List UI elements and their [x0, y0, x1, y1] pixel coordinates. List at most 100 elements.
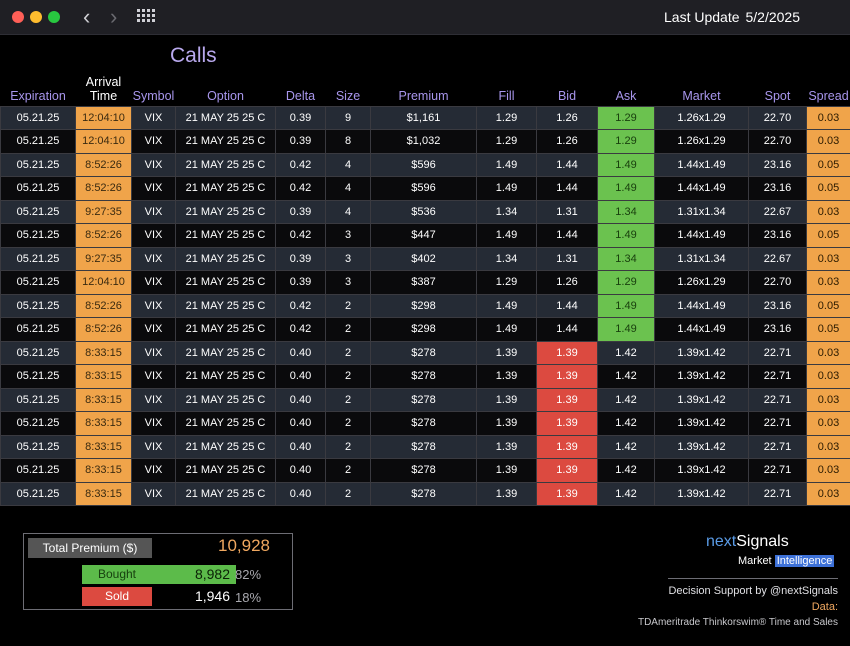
cell-time: 9:27:35 — [75, 246, 132, 271]
cell-bid: 1.44 — [536, 223, 598, 248]
cell-ask: 1.42 — [597, 434, 655, 459]
table-row[interactable]: 05.21.25 9:27:35 VIX 21 MAY 25 25 C 0.39 4 $53… — [0, 199, 850, 224]
cell-delta: 0.39 — [275, 105, 326, 130]
cell-opt: 21 MAY 25 25 C — [175, 411, 276, 436]
table-row[interactable]: 05.21.25 8:33:15 VIX 21 MAY 25 25 C 0.40 2 $27… — [0, 481, 850, 506]
col-ask[interactable]: Ask — [615, 88, 637, 103]
table-row[interactable]: 05.21.25 8:33:15 VIX 21 MAY 25 25 C 0.40 2 $27… — [0, 411, 850, 436]
table-row[interactable]: 05.21.25 8:52:26 VIX 21 MAY 25 25 C 0.42 4 $59… — [0, 176, 850, 201]
cell-sym: VIX — [131, 317, 176, 342]
table-row[interactable]: 05.21.25 12:04:10 VIX 21 MAY 25 25 C 0.39 3 $3… — [0, 270, 850, 295]
cell-opt: 21 MAY 25 25 C — [175, 434, 276, 459]
table-row[interactable]: 05.21.25 8:52:26 VIX 21 MAY 25 25 C 0.42 2 $29… — [0, 293, 850, 318]
cell-sym: VIX — [131, 176, 176, 201]
cell-spot: 22.71 — [748, 481, 807, 506]
cell-delta: 0.39 — [275, 246, 326, 271]
calls-table: Expiration Arrival Time Symbol Option Del… — [0, 72, 850, 506]
cell-ask: 1.34 — [597, 199, 655, 224]
cell-opt: 21 MAY 25 25 C — [175, 152, 276, 177]
cell-sym: VIX — [131, 199, 176, 224]
cell-opt: 21 MAY 25 25 C — [175, 176, 276, 201]
decision-support-credit: Decision Support by @nextSignals — [668, 585, 838, 597]
cell-opt: 21 MAY 25 25 C — [175, 481, 276, 506]
cell-exp: 05.21.25 — [0, 340, 76, 365]
table-row[interactable]: 05.21.25 8:52:26 VIX 21 MAY 25 25 C 0.42 2 $29… — [0, 317, 850, 342]
cell-prem: $298 — [370, 317, 477, 342]
col-spot[interactable]: Spot — [764, 88, 791, 103]
cell-fill: 1.39 — [476, 364, 537, 389]
col-spread[interactable]: Spread — [808, 88, 849, 103]
cell-sym: VIX — [131, 129, 176, 154]
total-premium-value: 10,928 — [218, 536, 270, 555]
cell-sym: VIX — [131, 387, 176, 412]
cell-spread: 0.03 — [806, 387, 850, 412]
cell-delta: 0.40 — [275, 387, 326, 412]
cell-opt: 21 MAY 25 25 C — [175, 293, 276, 318]
cell-prem: $447 — [370, 223, 477, 248]
table-row[interactable]: 05.21.25 8:52:26 VIX 21 MAY 25 25 C 0.42 3 $44… — [0, 223, 850, 248]
cell-fill: 1.29 — [476, 129, 537, 154]
table-row[interactable]: 05.21.25 8:33:15 VIX 21 MAY 25 25 C 0.40 2 $27… — [0, 340, 850, 365]
cell-prem: $402 — [370, 246, 477, 271]
cell-market: 1.39x1.42 — [654, 458, 749, 483]
cell-spread: 0.03 — [806, 481, 850, 506]
minimize-window-button[interactable] — [30, 11, 42, 23]
cell-fill: 1.49 — [476, 152, 537, 177]
cell-exp: 05.21.25 — [0, 152, 76, 177]
grid-apps-icon[interactable] — [137, 9, 155, 25]
col-fill[interactable]: Fill — [498, 88, 515, 103]
cell-delta: 0.40 — [275, 434, 326, 459]
col-market[interactable]: Market — [682, 88, 721, 103]
table-row[interactable]: 05.21.25 8:33:15 VIX 21 MAY 25 25 C 0.40 2 $27… — [0, 387, 850, 412]
cell-exp: 05.21.25 — [0, 434, 76, 459]
cell-prem: $278 — [370, 364, 477, 389]
table-row[interactable]: 05.21.25 12:04:10 VIX 21 MAY 25 25 C 0.39 9 $1… — [0, 105, 850, 130]
col-bid[interactable]: Bid — [557, 88, 577, 103]
cell-delta: 0.39 — [275, 199, 326, 224]
cell-bid: 1.39 — [536, 434, 598, 459]
cell-opt: 21 MAY 25 25 C — [175, 364, 276, 389]
cell-prem: $596 — [370, 152, 477, 177]
brand-logo: nextSignals — [706, 533, 789, 550]
cell-ask: 1.49 — [597, 176, 655, 201]
col-size[interactable]: Size — [335, 88, 361, 103]
table-row[interactable]: 05.21.25 8:33:15 VIX 21 MAY 25 25 C 0.40 2 $27… — [0, 434, 850, 459]
cell-sym: VIX — [131, 481, 176, 506]
col-delta[interactable]: Delta — [285, 88, 316, 103]
col-premium[interactable]: Premium — [398, 88, 449, 103]
close-window-button[interactable] — [12, 11, 24, 23]
forward-chevron-icon[interactable]: › — [110, 4, 118, 29]
cell-ask: 1.49 — [597, 152, 655, 177]
cell-spot: 23.16 — [748, 152, 807, 177]
table-row[interactable]: 05.21.25 12:04:10 VIX 21 MAY 25 25 C 0.39 8 $1… — [0, 129, 850, 154]
cell-fill: 1.49 — [476, 317, 537, 342]
cell-market: 1.39x1.42 — [654, 411, 749, 436]
cell-spread: 0.05 — [806, 176, 850, 201]
cell-fill: 1.49 — [476, 293, 537, 318]
col-expiration[interactable]: Expiration — [10, 88, 66, 103]
zoom-window-button[interactable] — [48, 11, 60, 23]
back-chevron-icon[interactable]: ‹ — [83, 4, 91, 29]
cell-time: 8:33:15 — [75, 387, 132, 412]
last-update-date: 5/2/2025 — [745, 9, 801, 25]
col-symbol[interactable]: Symbol — [132, 88, 175, 103]
cell-delta: 0.40 — [275, 364, 326, 389]
cell-exp: 05.21.25 — [0, 199, 76, 224]
cell-spot: 22.70 — [748, 270, 807, 295]
cell-time: 12:04:10 — [75, 270, 132, 295]
table-row[interactable]: 05.21.25 9:27:35 VIX 21 MAY 25 25 C 0.39 3 $40… — [0, 246, 850, 271]
cell-spread: 0.05 — [806, 317, 850, 342]
table-row[interactable]: 05.21.25 8:33:15 VIX 21 MAY 25 25 C 0.40 2 $27… — [0, 364, 850, 389]
cell-market: 1.39x1.42 — [654, 481, 749, 506]
cell-sym: VIX — [131, 411, 176, 436]
col-option[interactable]: Option — [207, 88, 244, 103]
cell-market: 1.44x1.49 — [654, 317, 749, 342]
cell-sym: VIX — [131, 105, 176, 130]
cell-ask: 1.29 — [597, 105, 655, 130]
table-row[interactable]: 05.21.25 8:33:15 VIX 21 MAY 25 25 C 0.40 2 $27… — [0, 458, 850, 483]
table-row[interactable]: 05.21.25 8:52:26 VIX 21 MAY 25 25 C 0.42 4 $59… — [0, 152, 850, 177]
cell-prem: $387 — [370, 270, 477, 295]
cell-size: 2 — [325, 458, 371, 483]
cell-exp: 05.21.25 — [0, 129, 76, 154]
col-arrival-time[interactable]: Arrival Time — [85, 74, 122, 103]
